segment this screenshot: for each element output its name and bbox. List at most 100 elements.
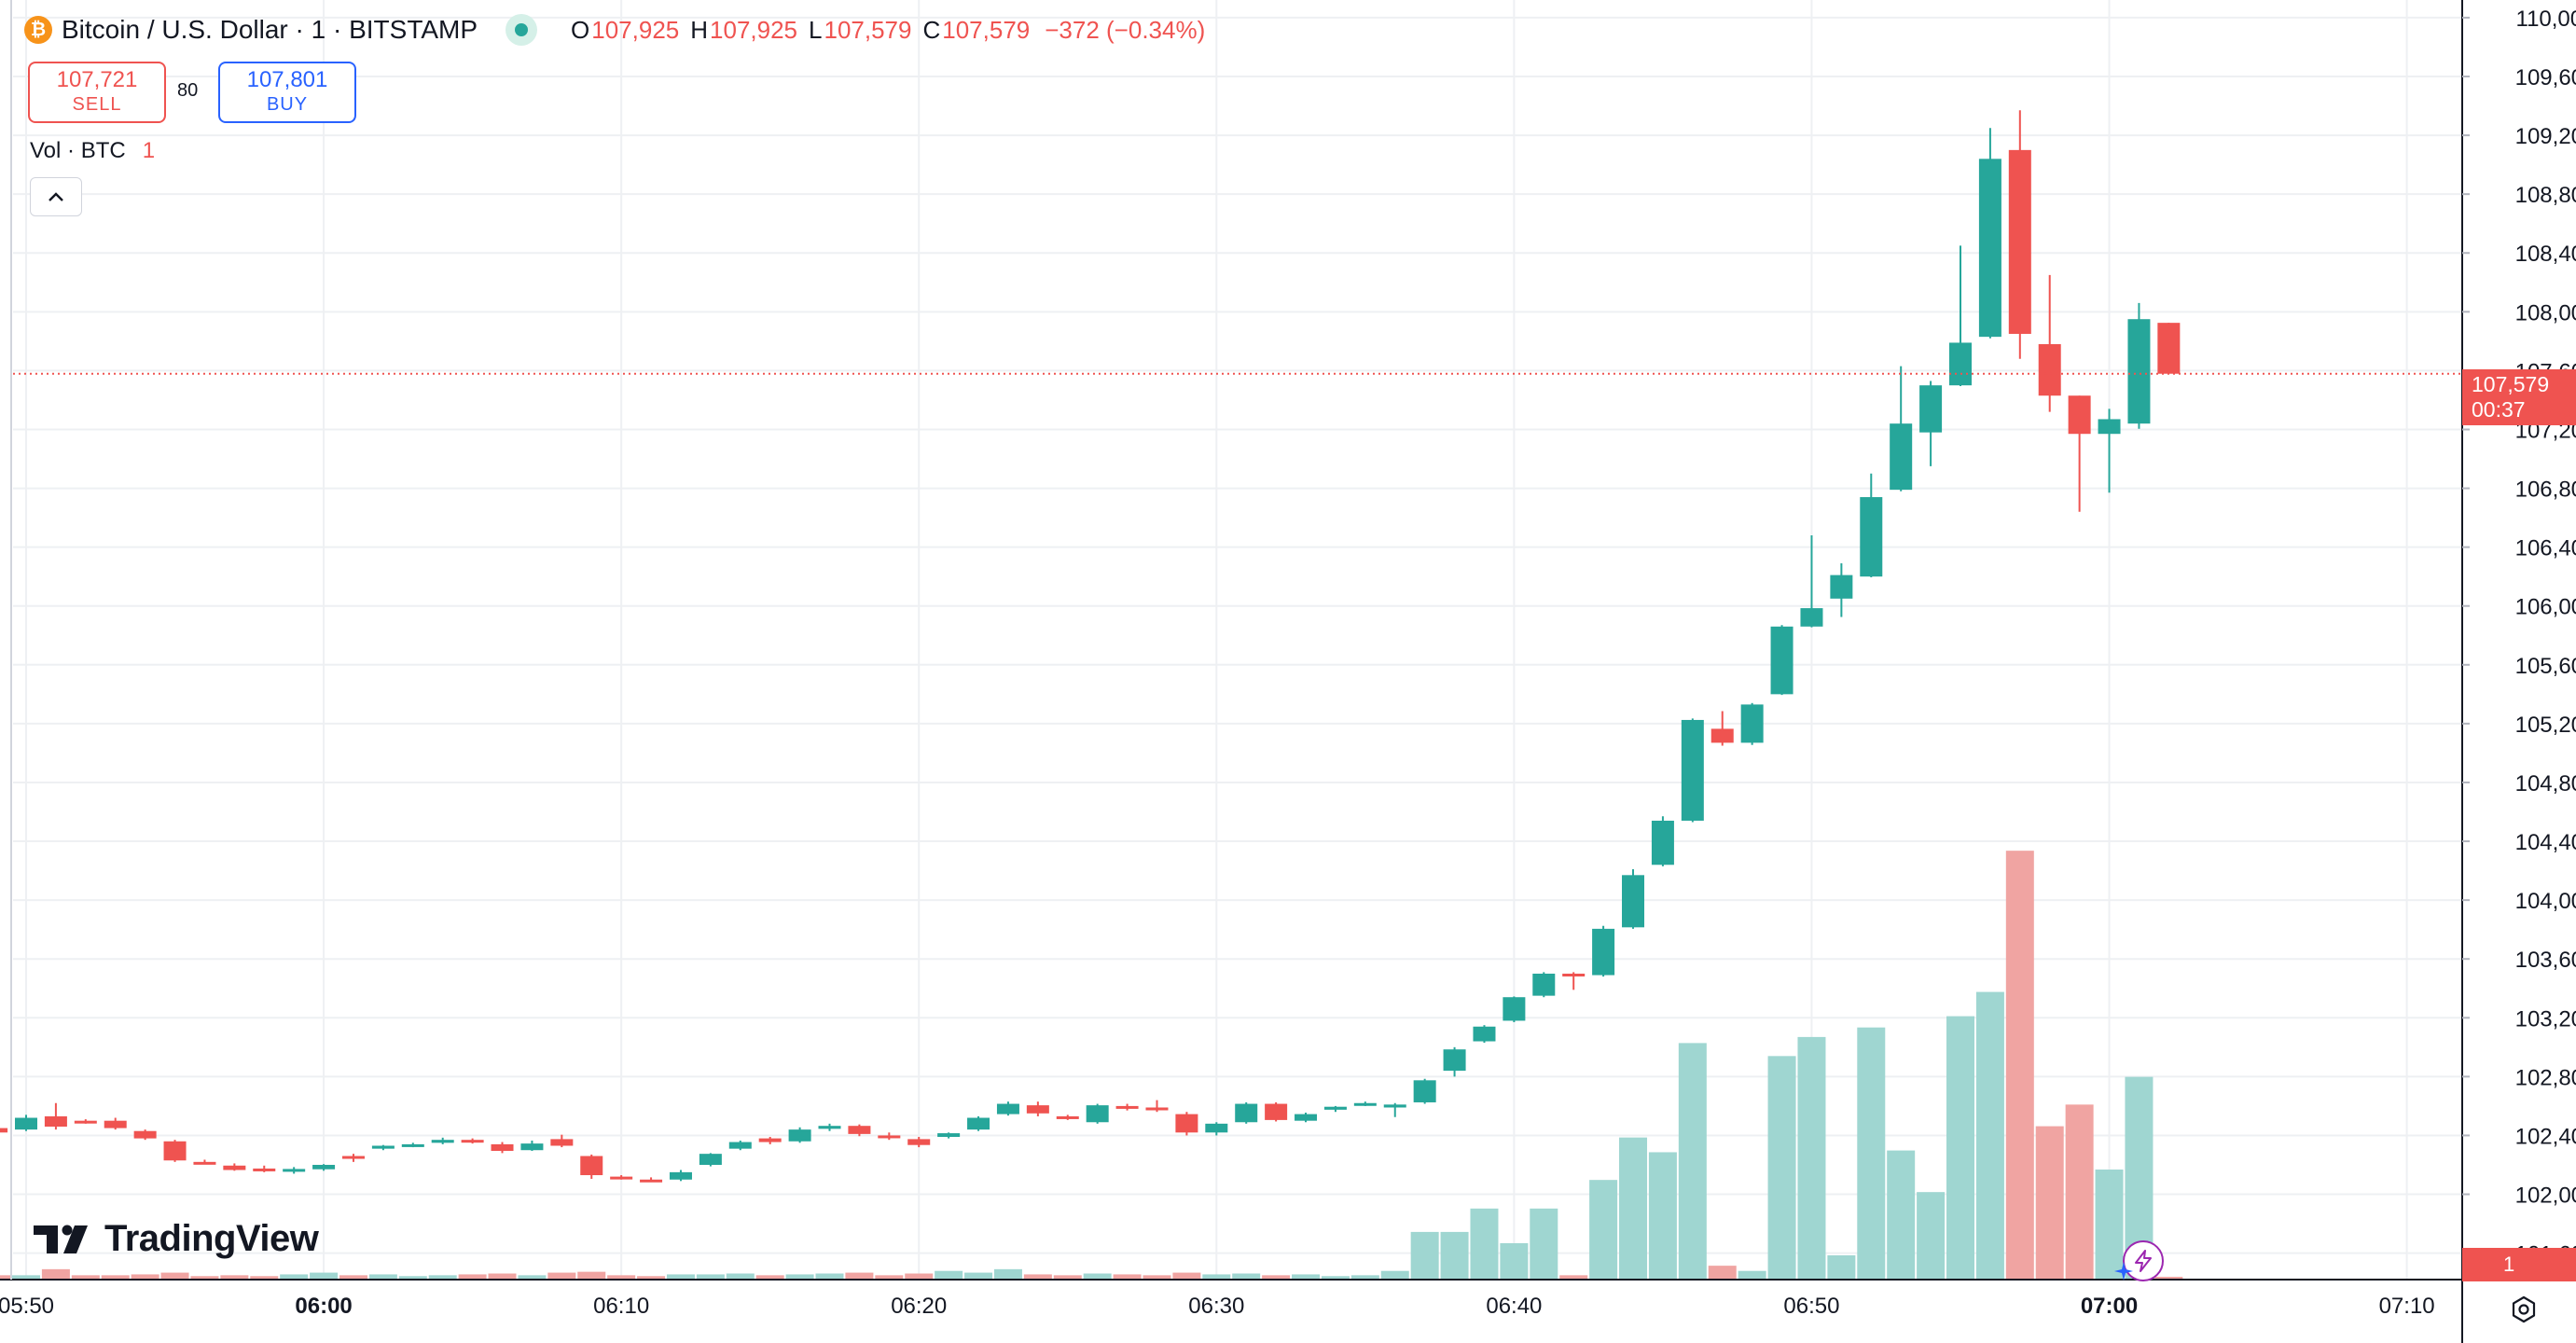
candle-body [1770,626,1794,695]
candle-body [1145,1107,1169,1111]
candle-body [401,1143,424,1147]
candle-body [1026,1105,1049,1114]
candle-body [1323,1106,1347,1110]
candle-body [1235,1103,1258,1123]
candle-body [2098,419,2121,435]
candle-body [2068,395,2091,435]
candle-body [1265,1103,1288,1120]
change-value: −372 (−0.34%) [1045,15,1206,44]
candle-body [848,1126,871,1134]
y-tick-label: 103,600 [2515,948,2576,973]
volume-bar [905,1273,934,1280]
x-tick-label: 07:00 [2081,1294,2138,1319]
volume-bar [398,1276,427,1280]
candle-body [1086,1105,1109,1123]
bitcoin-icon: ₿ [24,16,52,44]
volume-bar [101,1275,130,1280]
x-tick-label: 06:50 [1783,1294,1839,1319]
candle-body [1830,575,1853,599]
tradingview-logo-text: TradingView [104,1218,319,1259]
volume-legend-value: 1 [142,138,156,163]
collapse-legend-button[interactable] [30,177,82,216]
sparkle-icon [2114,1262,2133,1281]
volume-legend-label: Vol · BTC [30,138,126,163]
volume-scale-tag: 1 [2462,1248,2576,1281]
volume-bar [1410,1231,1439,1280]
volume-bar [1380,1270,1409,1280]
y-tick-label: 109,200 [2515,124,2576,149]
candle-body [1800,608,1823,627]
candle-body [1681,719,1704,821]
x-tick-label: 05:50 [0,1294,54,1319]
close-value: 107,579 [942,15,1031,44]
y-tick-label: 105,200 [2515,713,2576,738]
volume-bar [1321,1276,1350,1280]
tradingview-logo[interactable]: TradingView [34,1218,319,1260]
candle-body [699,1154,722,1165]
x-tick-label: 06:00 [295,1294,352,1319]
candle-body [193,1161,216,1165]
volume-bar [1143,1275,1171,1280]
quick-action-button[interactable] [2123,1240,2164,1281]
symbol-title[interactable]: Bitcoin / U.S. Dollar · 1 · BITSTAMP [62,15,478,44]
candle-body [1622,875,1645,928]
chevron-up-icon [48,192,63,201]
high-value: 107,925 [710,15,798,44]
volume-bar [755,1275,784,1280]
volume-bar [1350,1275,1379,1280]
volume-bar [1917,1192,1946,1280]
market-status-dot[interactable] [506,14,538,46]
gear-icon [2512,1295,2536,1323]
volume-bar [488,1273,517,1280]
volume-bar [815,1273,844,1280]
volume-bar [993,1268,1022,1280]
y-tick-label: 108,400 [2515,242,2576,267]
y-tick-label: 104,400 [2515,830,2576,855]
volume-bar [2095,1170,2124,1280]
candle-body [1115,1105,1139,1109]
y-tick-label: 109,600 [2515,65,2576,90]
y-tick-label: 108,000 [2515,300,2576,325]
volume-bar [1232,1273,1261,1280]
chart-settings-button[interactable] [2505,1291,2542,1328]
candle-body [15,1117,37,1130]
y-tick-label: 102,800 [2515,1065,2576,1090]
candle-body [996,1103,1019,1115]
x-tick-label: 06:40 [1486,1294,1542,1319]
y-tick-label: 102,000 [2515,1184,2576,1209]
volume-bar [131,1274,159,1280]
volume-bar [1292,1274,1321,1280]
volume-bar [1172,1272,1201,1280]
volume-bar [1857,1027,1886,1280]
y-axis-ticks: 110,000 109,600 109,200 108,800 108,400 108,0… [2462,7,2576,1267]
candle-body [341,1156,365,1159]
buy-button[interactable]: 107,801 BUY [218,62,356,123]
volume-legend[interactable]: Vol · BTC 1 [30,138,155,164]
volume-bar [2065,1104,2094,1280]
candle-body [44,1115,67,1127]
volume-histogram [0,851,2183,1280]
low-value: 107,579 [824,15,912,44]
volume-bar [41,1268,70,1280]
y-tick-label: 102,400 [2515,1124,2576,1149]
candlestick-series [0,110,2181,1183]
candle-body [491,1143,514,1152]
volume-bar [1589,1180,1618,1280]
candle-body [728,1142,752,1149]
y-tick-label: 103,200 [2515,1006,2576,1031]
candle-body [1890,423,1913,491]
candle-body [1353,1102,1377,1106]
y-tick-label: 105,600 [2515,654,2576,679]
volume-bar [71,1275,100,1280]
candle-body [1413,1080,1436,1102]
last-price-value: 107,579 [2472,372,2550,396]
sell-button[interactable]: 107,721 SELL [28,62,166,123]
volume-bar [310,1272,339,1280]
candle-body [312,1164,336,1170]
candle-body [1710,728,1734,743]
volume-bar [964,1272,993,1280]
candle-body [163,1141,187,1161]
high-label: H [690,15,709,44]
y-tick-label: 106,000 [2515,595,2576,620]
